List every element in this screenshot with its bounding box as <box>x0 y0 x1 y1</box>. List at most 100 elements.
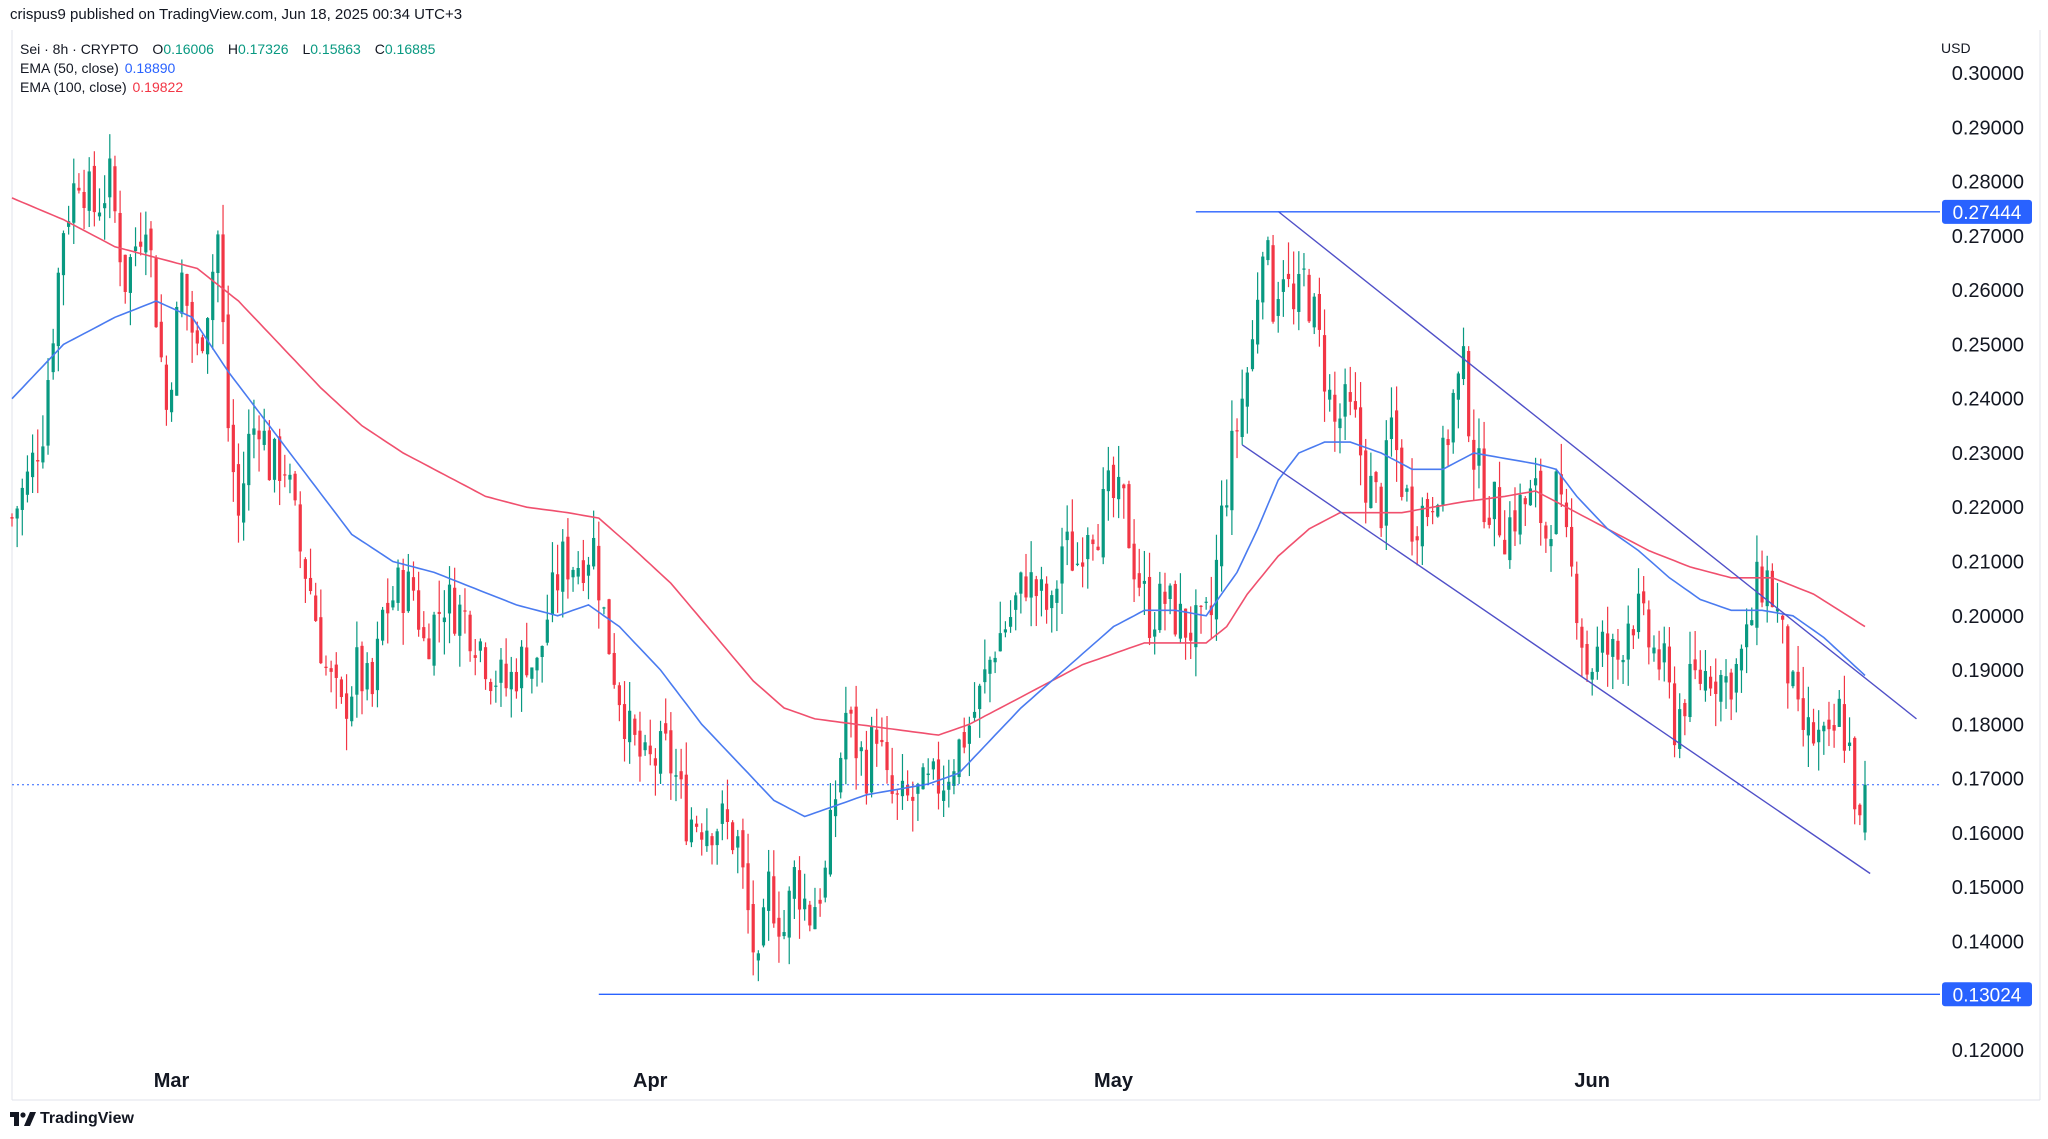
ema50-row[interactable]: EMA (50, close) 0.18890 <box>20 59 435 78</box>
candle-body <box>787 890 791 938</box>
candle-body <box>350 696 354 722</box>
candle-body <box>957 739 961 778</box>
candle-body <box>1832 725 1836 731</box>
candle-body <box>622 704 627 739</box>
candle-body <box>1204 601 1208 603</box>
candle-body <box>1328 389 1332 400</box>
candle-body <box>103 203 107 209</box>
candle-body <box>1261 256 1265 303</box>
candle-body <box>741 830 745 868</box>
candle-body <box>1163 591 1167 604</box>
candle-body <box>1853 737 1857 810</box>
channel-lower-line[interactable] <box>1241 444 1871 875</box>
tradingview-logo-icon <box>10 1112 36 1126</box>
y-tick-label: 0.26000 <box>1952 280 2024 302</box>
candle-body <box>1518 494 1522 535</box>
x-tick-label: May <box>1094 1070 1134 1092</box>
candle-body <box>437 611 441 615</box>
candle-body <box>540 645 544 658</box>
candle-body <box>1014 595 1018 610</box>
channel-upper-line[interactable] <box>1277 210 1917 720</box>
candle-body <box>1075 563 1080 565</box>
candle-body <box>1374 472 1378 483</box>
candle-body <box>87 171 91 211</box>
candle-body <box>365 663 369 690</box>
candle-body <box>51 343 55 373</box>
candle-body <box>231 424 235 473</box>
candle-body <box>1847 742 1852 746</box>
ema50-label: EMA (50, close) <box>20 60 119 76</box>
candle-body <box>1220 505 1224 567</box>
candle-body <box>756 953 760 961</box>
candle-body <box>339 679 344 698</box>
candle-body <box>1338 418 1342 429</box>
candle-body <box>1827 719 1831 730</box>
candle-body <box>1755 561 1759 628</box>
candle-body <box>1256 299 1260 345</box>
candle-body <box>360 645 364 692</box>
candle-body <box>895 793 899 795</box>
tradingview-brand-label: TradingView <box>40 1110 134 1127</box>
candle-body <box>931 761 935 770</box>
candle-body <box>906 784 910 796</box>
y-tick-label: 0.30000 <box>1952 63 2024 85</box>
candle-body <box>447 584 452 614</box>
symbol-label[interactable]: Sei · 8h · CRYPTO <box>20 41 139 57</box>
candle-body <box>494 685 498 687</box>
candle-body <box>1384 440 1388 526</box>
candle-body <box>1286 273 1291 280</box>
candle-body <box>1770 570 1774 608</box>
x-tick-label: Apr <box>633 1070 668 1092</box>
candle-body <box>653 758 657 766</box>
candle-body <box>1703 671 1708 691</box>
candle-body <box>1158 583 1162 631</box>
candle-body <box>1050 595 1054 609</box>
candle-body <box>401 569 405 613</box>
y-tick-label: 0.29000 <box>1952 117 2024 139</box>
candle-body <box>1245 372 1249 407</box>
candle-body <box>1132 543 1136 580</box>
candle-body <box>1039 579 1044 591</box>
candle-body <box>334 664 338 678</box>
y-tick-label: 0.14000 <box>1952 931 2024 953</box>
ema100-row[interactable]: EMA (100, close) 0.19822 <box>20 78 435 97</box>
candle-body <box>314 595 318 621</box>
candle-body <box>1024 576 1028 598</box>
candle-body <box>1127 484 1131 549</box>
candle-body <box>417 590 421 630</box>
candle-body <box>1081 562 1085 567</box>
candle-body <box>247 433 251 486</box>
candle-body <box>205 318 210 355</box>
candle-body <box>118 212 122 263</box>
open-value: 0.16006 <box>163 41 214 57</box>
candle-body <box>710 836 714 846</box>
candle-body <box>1317 293 1321 330</box>
candle-body <box>1225 505 1229 508</box>
candle-body <box>1837 698 1841 727</box>
candle-body <box>1240 398 1244 438</box>
candle-body <box>175 306 179 396</box>
candle-body <box>592 537 596 567</box>
candle-body <box>1714 681 1718 695</box>
candle-body <box>56 272 60 347</box>
candle-body <box>1034 579 1038 597</box>
price-level-tag-label: 0.27444 <box>1953 203 2022 224</box>
tradingview-brand[interactable]: TradingView <box>10 1110 134 1128</box>
candle-body <box>267 430 271 481</box>
candle-body <box>200 337 205 352</box>
candle-body <box>1292 283 1296 310</box>
candle-body <box>1482 448 1486 523</box>
candle-body <box>1539 470 1543 524</box>
candle-body <box>921 767 925 790</box>
candle-body <box>113 166 117 212</box>
candle-body <box>628 710 632 743</box>
candle-body <box>571 569 575 578</box>
candle-body <box>1307 274 1311 322</box>
candle-body <box>1734 664 1738 693</box>
low-label: L <box>302 41 311 57</box>
currency-label[interactable]: USD <box>1941 40 1971 56</box>
candle-body <box>169 389 174 413</box>
candle-body <box>833 799 838 817</box>
candle-body <box>1405 488 1409 492</box>
